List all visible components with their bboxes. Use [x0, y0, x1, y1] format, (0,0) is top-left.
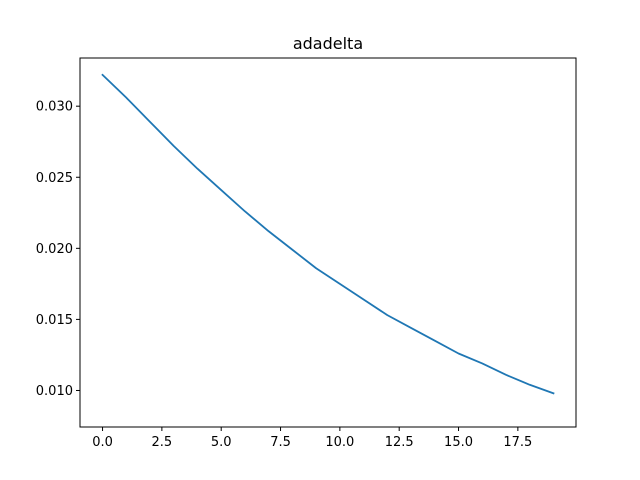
y-tick-label: 0.030 — [36, 100, 73, 115]
plot-frame — [79, 57, 577, 428]
x-tick-label: 2.5 — [152, 435, 173, 450]
series-layer — [101, 73, 555, 395]
y-tick-label: 0.010 — [36, 384, 73, 399]
x-tick-label: 12.5 — [385, 435, 414, 450]
chart-title: adadelta — [293, 34, 363, 53]
x-tick-label: 0.0 — [92, 435, 113, 450]
y-tick-label: 0.025 — [36, 171, 73, 186]
x-tick-label: 10.0 — [325, 435, 354, 450]
x-tick-label: 5.0 — [211, 435, 232, 450]
x-axis-ticks: 0.0 2.5 5.0 7.5 10.0 12.5 15.0 17.5 — [92, 427, 532, 450]
series-line — [101, 73, 555, 395]
x-tick-label: 17.5 — [503, 435, 532, 450]
y-tick-label: 0.015 — [36, 313, 73, 328]
x-tick-label: 15.0 — [444, 435, 473, 450]
y-tick-label: 0.020 — [36, 242, 73, 257]
y-axis-ticks: 0.010 0.015 0.020 0.025 0.030 — [36, 100, 80, 399]
x-tick-label: 7.5 — [270, 435, 291, 450]
